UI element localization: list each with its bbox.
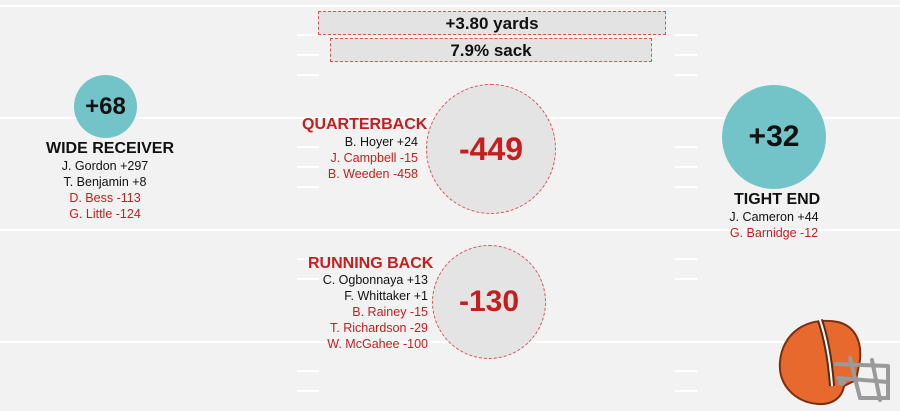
player-line: B. Hoyer +24 [344, 135, 418, 149]
hash-mark [675, 34, 697, 36]
hash-mark [675, 74, 697, 76]
hash-mark [675, 258, 697, 260]
quarterback-total: -449 [426, 84, 556, 214]
quarterback-label: QUARTERBACK [302, 116, 428, 133]
hash-mark [675, 166, 697, 168]
wide-receiver-players: J. Gordon +297 T. Benjamin +8 D. Bess -1… [42, 158, 168, 222]
hash-mark [297, 166, 319, 168]
hash-mark [675, 370, 697, 372]
player-line: T. Richardson -29 [330, 321, 428, 335]
hash-mark [297, 390, 319, 392]
player-line: G. Little -124 [69, 207, 141, 221]
hash-mark [675, 390, 697, 392]
player-line: D. Bess -113 [69, 191, 141, 205]
wide-receiver-label: WIDE RECEIVER [46, 140, 175, 157]
running-back-total: -130 [432, 245, 546, 359]
hash-mark [675, 278, 697, 280]
hash-mark [675, 146, 697, 148]
player-line: J. Campbell -15 [330, 151, 418, 165]
hash-mark [297, 34, 319, 36]
player-line: B. Rainey -15 [352, 305, 428, 319]
tight-end-total: +32 [722, 85, 826, 189]
hash-mark [297, 54, 319, 56]
tight-end-players: J. Cameron +44 G. Barnidge -12 [710, 209, 838, 241]
player-line: J. Gordon +297 [61, 159, 149, 173]
quarterback-players: B. Hoyer +24 J. Campbell -15 B. Weeden -… [296, 134, 418, 182]
player-line: T. Benjamin +8 [63, 175, 147, 189]
player-line: B. Weeden -458 [327, 167, 418, 181]
cleveland-browns-helmet-icon [778, 319, 890, 406]
hash-mark [297, 278, 319, 280]
hash-mark [297, 186, 319, 188]
wide-receiver-total: +68 [74, 75, 137, 138]
yards-per-play-box: +3.80 yards [318, 11, 666, 35]
running-back-label: RUNNING BACK [308, 255, 434, 272]
player-line: C. Ogbonnaya +13 [322, 273, 428, 287]
hash-mark [297, 146, 319, 148]
yard-line [0, 229, 900, 231]
player-line: W. McGahee -100 [327, 337, 428, 351]
tight-end-label: TIGHT END [734, 191, 821, 208]
hash-mark [297, 370, 319, 372]
hash-mark [675, 54, 697, 56]
player-line: F. Whittaker +1 [344, 289, 428, 303]
hash-mark [675, 186, 697, 188]
player-line: J. Cameron +44 [729, 210, 819, 224]
sack-rate-box: 7.9% sack [330, 38, 652, 62]
yard-line [0, 5, 900, 7]
running-back-players: C. Ogbonnaya +13 F. Whittaker +1 B. Rain… [290, 272, 428, 352]
hash-mark [297, 74, 319, 76]
hash-mark [297, 258, 319, 260]
player-line: G. Barnidge -12 [729, 226, 819, 240]
